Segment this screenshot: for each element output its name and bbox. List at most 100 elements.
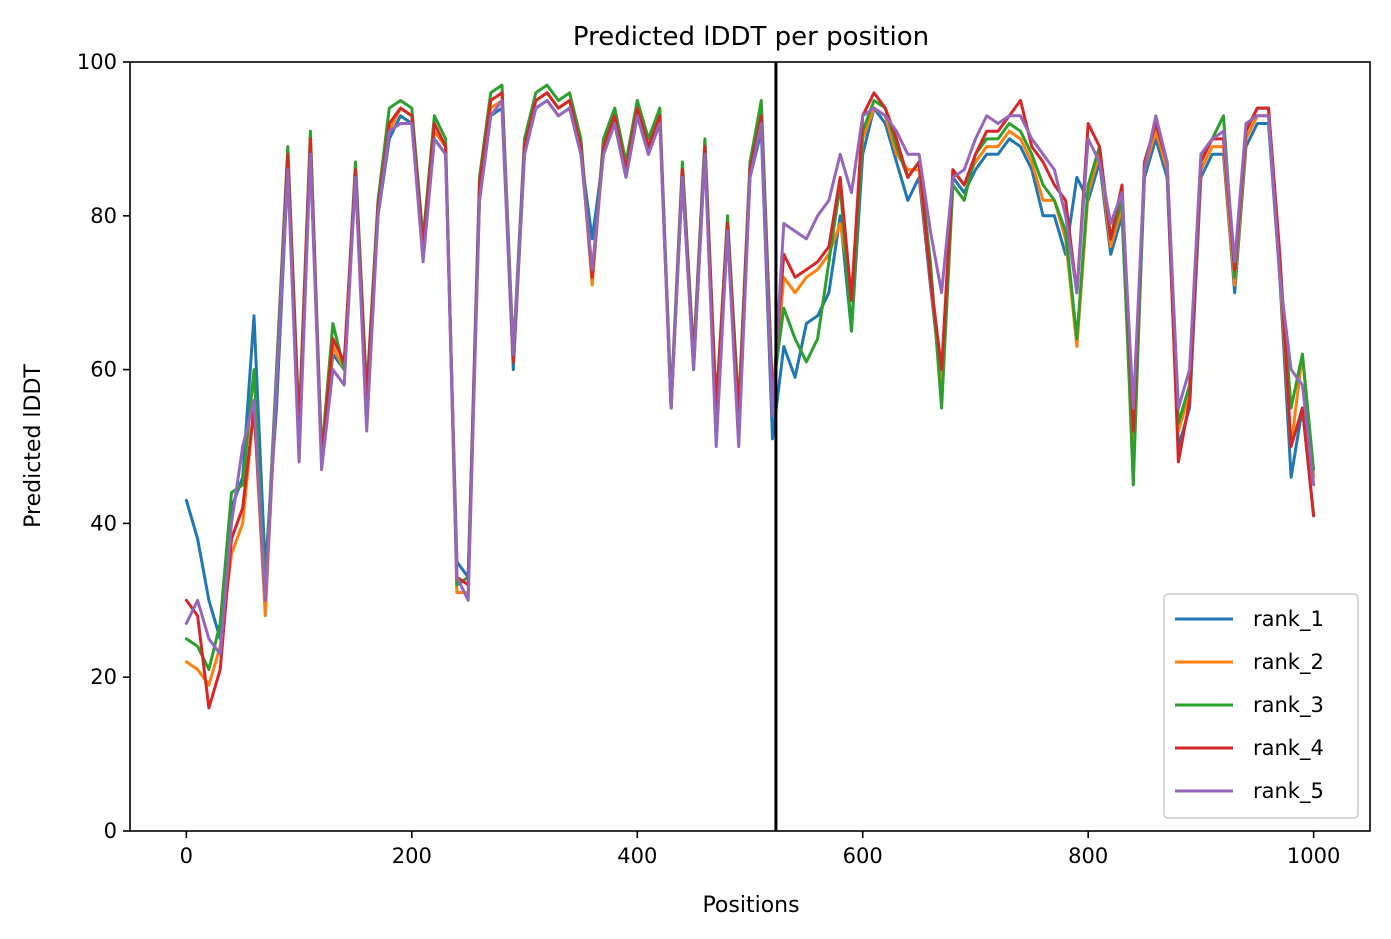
data-point: [320, 468, 323, 471]
y-tick-label: 80: [90, 204, 117, 228]
data-point: [794, 291, 796, 294]
data-point: [1042, 215, 1044, 217]
data-point: [1087, 138, 1089, 140]
data-point: [219, 622, 221, 625]
data-point: [399, 122, 402, 125]
data-point: [1008, 138, 1011, 140]
data-point: [737, 445, 740, 448]
data-point: [1290, 445, 1292, 448]
data-point: [185, 661, 188, 663]
y-tick-label: 60: [90, 358, 117, 382]
data-point: [1132, 484, 1135, 486]
data-point: [185, 622, 188, 625]
data-point: [196, 614, 199, 617]
data-point: [275, 384, 278, 386]
data-point: [196, 538, 199, 540]
data-point: [399, 115, 402, 117]
data-point: [918, 153, 920, 156]
data-point: [196, 668, 199, 671]
data-point: [940, 368, 943, 371]
data-point: [399, 99, 402, 102]
data-point: [1290, 476, 1292, 479]
data-point: [332, 368, 334, 371]
data-point: [1042, 199, 1044, 202]
data-point: [1019, 130, 1022, 132]
data-point: [794, 276, 796, 279]
data-point: [456, 576, 458, 578]
data-point: [219, 668, 221, 671]
data-point: [805, 361, 808, 363]
data-point: [185, 499, 188, 502]
data-point: [816, 315, 819, 317]
data-point: [287, 168, 289, 171]
data-point: [298, 461, 300, 463]
data-point: [647, 145, 650, 148]
data-point: [399, 107, 402, 109]
series-layer: [184, 83, 1316, 710]
data-point: [185, 599, 188, 602]
data-point: [636, 115, 639, 117]
data-point: [636, 99, 639, 102]
data-point: [805, 322, 808, 325]
data-point: [1031, 138, 1033, 140]
data-point: [1312, 514, 1315, 517]
data-point: [208, 638, 210, 640]
data-point: [1233, 291, 1236, 294]
data-point: [985, 115, 988, 117]
data-point: [929, 230, 932, 232]
data-point: [1301, 353, 1304, 356]
data-point: [828, 199, 830, 202]
data-point: [377, 215, 379, 217]
data-point: [952, 176, 954, 179]
data-point: [1177, 407, 1180, 409]
data-point: [1008, 130, 1011, 132]
data-point: [388, 130, 391, 132]
data-point: [433, 122, 436, 125]
data-point: [783, 345, 785, 348]
data-point: [952, 168, 954, 171]
data-point: [895, 130, 898, 132]
data-point: [512, 353, 515, 356]
data-point: [365, 430, 368, 432]
data-point: [704, 153, 706, 156]
data-point: [1267, 107, 1270, 109]
data-point: [1076, 291, 1078, 294]
data-point: [1031, 145, 1033, 148]
data-point: [219, 653, 221, 655]
data-point: [1279, 276, 1281, 279]
data-point: [749, 176, 751, 179]
data-point: [670, 407, 672, 409]
data-point: [253, 399, 255, 402]
data-point: [839, 222, 841, 225]
data-point: [1245, 122, 1247, 125]
data-point: [501, 92, 503, 94]
data-point: [839, 153, 841, 156]
data-point: [625, 176, 627, 179]
data-point: [591, 268, 593, 271]
data-point: [1211, 145, 1213, 148]
data-point: [591, 276, 593, 279]
data-point: [1188, 399, 1191, 402]
data-point: [208, 707, 210, 709]
x-tick-label: 0: [180, 844, 193, 868]
data-point: [523, 153, 526, 156]
data-point: [196, 645, 199, 648]
data-point: [602, 145, 605, 148]
data-point: [467, 599, 470, 602]
data-point: [602, 153, 605, 156]
data-point: [1200, 153, 1202, 156]
data-point: [1155, 115, 1157, 117]
data-point: [805, 276, 808, 279]
data-point: [873, 99, 875, 102]
data-point: [681, 161, 684, 163]
data-point: [557, 99, 560, 102]
data-point: [1256, 122, 1259, 125]
data-point: [895, 153, 898, 156]
data-point: [681, 168, 684, 171]
data-point: [816, 261, 819, 263]
data-point: [760, 115, 763, 117]
data-point: [726, 222, 729, 225]
data-point: [1312, 484, 1315, 486]
data-point: [1256, 115, 1259, 117]
